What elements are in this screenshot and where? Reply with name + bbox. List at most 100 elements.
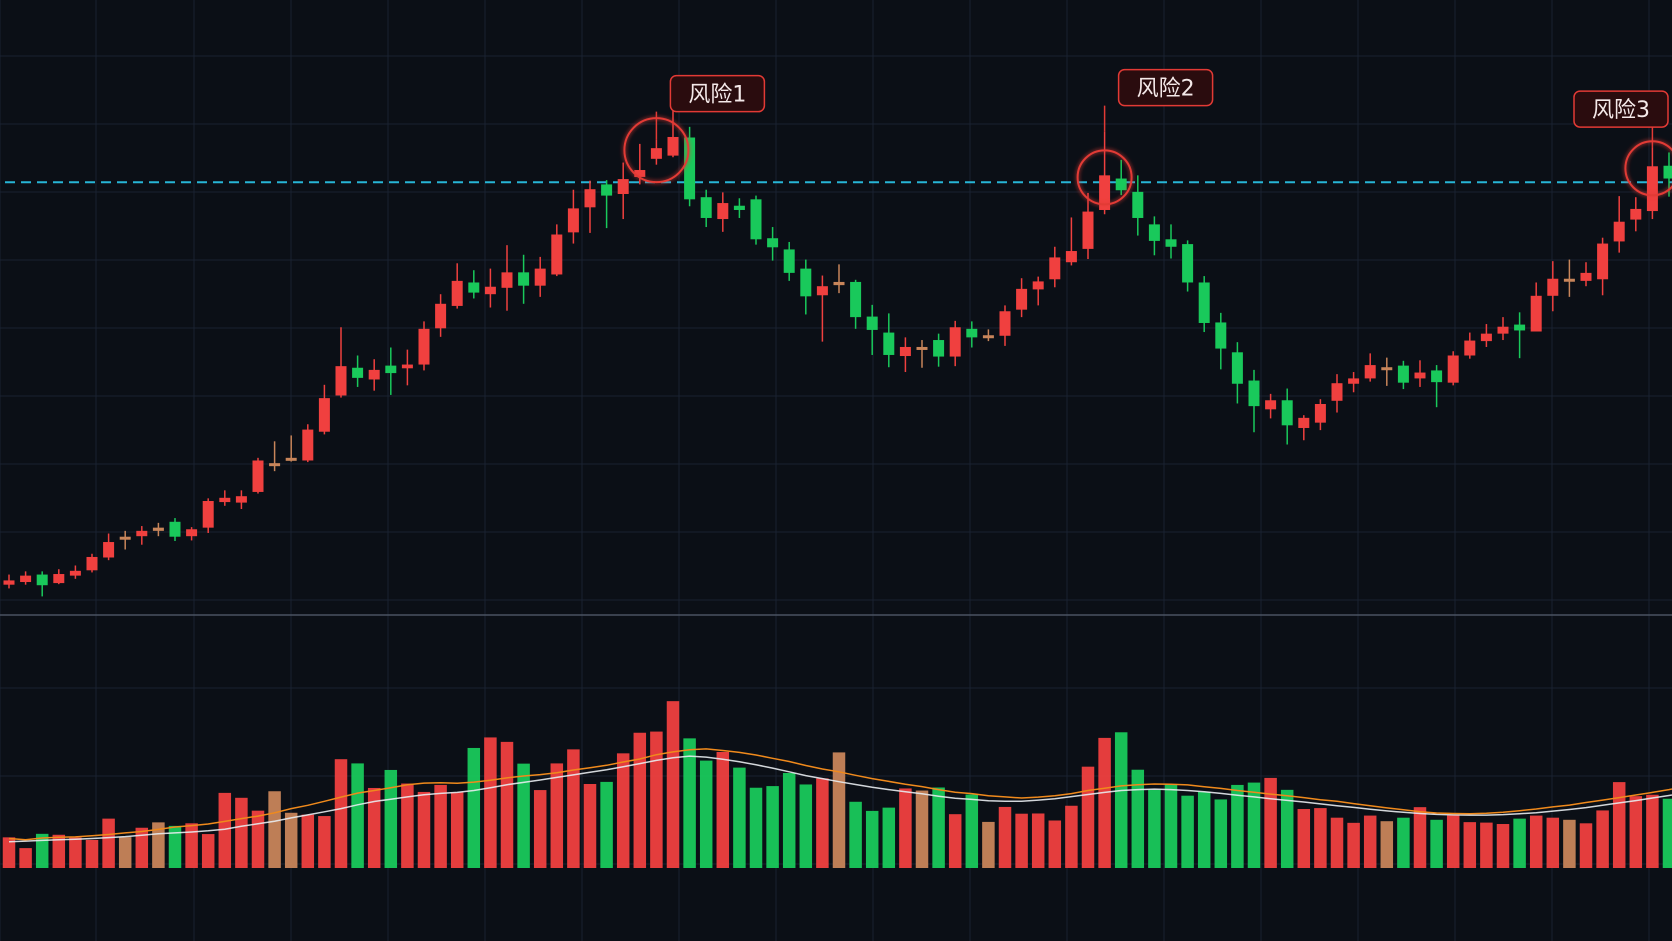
volume-bar: [650, 731, 663, 868]
volume-bar: [135, 827, 149, 868]
volume-bar: [782, 772, 796, 868]
candle-body: [86, 556, 98, 571]
volume-bar: [683, 738, 696, 868]
volume-bar: [301, 814, 315, 868]
candle: [783, 241, 795, 281]
candle: [650, 139, 662, 165]
candle-body: [684, 137, 696, 200]
candle: [850, 279, 862, 329]
volume-bar: [799, 784, 813, 868]
candle-body: [1547, 278, 1559, 296]
candle-body: [982, 335, 994, 339]
candle-body: [617, 179, 629, 194]
candle-body: [700, 197, 712, 218]
candle: [1630, 197, 1642, 232]
candle-body: [152, 527, 164, 531]
candle-body: [1099, 175, 1111, 210]
candle: [169, 518, 181, 541]
risk-marker-3: 风险3: [1573, 90, 1672, 197]
candle: [1348, 372, 1360, 393]
volume-bar: [1446, 815, 1460, 868]
candle-body: [119, 536, 131, 540]
candle: [119, 530, 131, 550]
candle-body: [1065, 251, 1077, 263]
candle: [534, 256, 546, 297]
candle: [1414, 360, 1426, 387]
candle-body: [567, 208, 579, 233]
volume-bar: [965, 794, 979, 868]
candle: [1397, 360, 1409, 390]
candle: [1065, 217, 1077, 266]
candle-body: [1646, 166, 1658, 212]
candle: [933, 333, 945, 367]
candle: [1016, 278, 1028, 318]
volume-bar: [168, 825, 182, 868]
volume-bar: [102, 818, 115, 868]
volume-bar: [1164, 784, 1178, 868]
volume-bar: [268, 791, 281, 868]
volume-bar: [1280, 789, 1294, 868]
candle-body: [53, 574, 65, 584]
risk-circle: [1076, 149, 1133, 206]
candle-body: [401, 364, 413, 369]
volume-bar: [417, 791, 431, 868]
candle: [800, 259, 812, 315]
volume-bar: [500, 741, 514, 868]
volume-bar: [1480, 822, 1493, 868]
candle: [899, 337, 911, 373]
candle: [866, 304, 878, 355]
volume-bar: [1563, 819, 1576, 868]
candle-body: [933, 340, 945, 357]
candle: [966, 321, 978, 348]
volume-bar: [2, 837, 16, 868]
volume-bar: [749, 787, 763, 868]
candle: [1514, 312, 1526, 359]
candle-body: [584, 189, 596, 208]
candle: [302, 424, 314, 463]
volume-bar: [1264, 777, 1277, 868]
candle: [1049, 246, 1061, 288]
candle: [999, 305, 1011, 346]
volume-bar: [1181, 795, 1194, 868]
candle-body: [501, 272, 513, 288]
candle-body: [1231, 352, 1243, 384]
volume-bar: [1596, 810, 1609, 868]
volume-bar: [1513, 818, 1526, 868]
candle-body: [1563, 278, 1575, 282]
volume-ma-slow-line: [8, 755, 1672, 843]
candle-body: [999, 311, 1011, 336]
volume-bar: [766, 786, 779, 868]
volume-bar: [19, 848, 32, 868]
volume-bar: [69, 837, 82, 868]
volume-bar: [235, 797, 248, 868]
risk-marker-2: 风险2: [1076, 68, 1214, 206]
candle-body: [1364, 365, 1376, 379]
volume-bar: [284, 812, 298, 868]
candle: [584, 180, 596, 233]
candle-body: [285, 457, 297, 461]
volume-bar: [1065, 805, 1078, 868]
price-candles: [3, 106, 1672, 597]
candle: [1132, 175, 1144, 236]
volume-bar: [666, 701, 680, 868]
risk-annotations: 风险1 风险2 风险3: [623, 68, 1672, 206]
volume-bar: [318, 816, 331, 868]
volume-bar: [998, 806, 1012, 868]
candle-body: [385, 365, 397, 374]
candle-body: [1198, 282, 1210, 323]
candle-body: [103, 542, 115, 558]
candle: [567, 189, 579, 244]
risk-label: 风险1: [688, 83, 746, 108]
candle-body: [1397, 365, 1409, 383]
candle: [86, 553, 98, 573]
candle: [1265, 393, 1277, 419]
volume-bar: [600, 781, 613, 868]
volume-bar: [1081, 766, 1095, 868]
candle-body: [335, 366, 347, 396]
volume-bar: [533, 790, 547, 868]
candle: [767, 227, 779, 261]
volume-bar: [1662, 798, 1672, 868]
candle: [1547, 261, 1559, 312]
candle: [368, 359, 380, 391]
candle-body: [202, 501, 214, 528]
